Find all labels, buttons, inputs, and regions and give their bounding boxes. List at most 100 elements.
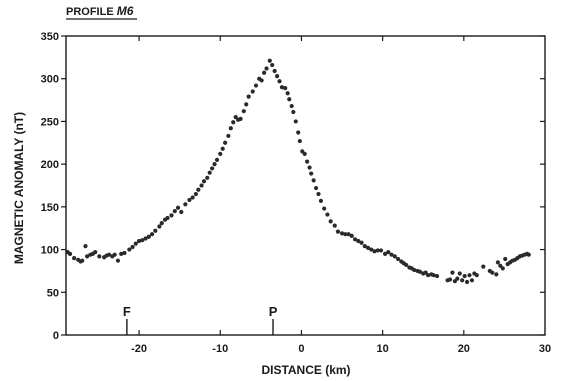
data-point bbox=[175, 205, 181, 210]
data-point bbox=[283, 86, 288, 91]
data-point bbox=[386, 250, 391, 255]
data-point bbox=[349, 233, 354, 239]
data-point bbox=[122, 250, 127, 256]
data-point bbox=[193, 191, 198, 197]
data-point bbox=[190, 195, 195, 200]
data-point bbox=[207, 170, 212, 175]
y-tick-label: 50 bbox=[47, 287, 59, 299]
data-point bbox=[97, 254, 102, 259]
data-point bbox=[210, 166, 215, 171]
data-point bbox=[187, 197, 192, 203]
data-point bbox=[172, 209, 177, 214]
data-point bbox=[467, 273, 472, 278]
data-point bbox=[119, 251, 124, 256]
x-axis-title: DISTANCE (km) bbox=[261, 363, 350, 377]
data-point bbox=[228, 126, 233, 131]
data-point bbox=[302, 151, 307, 156]
data-point bbox=[328, 219, 333, 224]
marker-label: F bbox=[123, 304, 131, 319]
data-point bbox=[474, 273, 479, 278]
data-point bbox=[272, 68, 277, 74]
data-point bbox=[264, 66, 269, 71]
data-point bbox=[460, 278, 465, 283]
data-point bbox=[296, 130, 301, 135]
plot-frame bbox=[65, 35, 546, 336]
data-point bbox=[241, 109, 246, 114]
data-point bbox=[297, 138, 302, 144]
x-tick-label: 10 bbox=[377, 343, 389, 355]
y-tick-label: 200 bbox=[41, 159, 59, 171]
data-point bbox=[112, 252, 117, 257]
data-point bbox=[267, 58, 272, 63]
data-point bbox=[307, 165, 312, 170]
data-point bbox=[146, 234, 151, 239]
data-point bbox=[457, 271, 462, 276]
data-point bbox=[287, 97, 292, 102]
chart-title-prefix: PROFILE bbox=[66, 6, 117, 18]
data-point bbox=[404, 262, 409, 268]
y-tick-label: 150 bbox=[41, 202, 59, 214]
data-point bbox=[244, 102, 249, 107]
data-point bbox=[218, 151, 223, 156]
data-point bbox=[106, 252, 112, 257]
data-point bbox=[223, 140, 228, 145]
data-point bbox=[143, 236, 148, 241]
data-point bbox=[214, 157, 220, 162]
axis-ticks bbox=[61, 35, 545, 336]
data-point bbox=[199, 183, 204, 188]
data-point bbox=[231, 120, 236, 125]
data-point bbox=[93, 250, 98, 255]
data-point bbox=[362, 244, 367, 249]
data-point bbox=[412, 267, 417, 273]
data-point bbox=[313, 185, 319, 191]
data-point bbox=[205, 175, 210, 180]
data-point bbox=[285, 91, 290, 96]
marker-label: P bbox=[269, 304, 278, 319]
y-axis-title: MAGNETIC ANOMALY (nT) bbox=[12, 112, 26, 264]
data-point bbox=[447, 277, 453, 282]
data-point bbox=[226, 133, 231, 139]
data-point bbox=[500, 266, 505, 271]
svg-text:PROFILE M6: PROFILE M6 bbox=[66, 4, 134, 18]
data-point bbox=[115, 258, 121, 263]
x-tick-label: -20 bbox=[131, 343, 147, 355]
data-point bbox=[157, 224, 162, 229]
data-point bbox=[183, 202, 188, 207]
data-point bbox=[339, 231, 345, 236]
data-point bbox=[261, 70, 267, 75]
data-point bbox=[274, 74, 280, 79]
data-point bbox=[469, 278, 475, 283]
data-point bbox=[369, 247, 374, 252]
data-point bbox=[133, 241, 138, 246]
data-point bbox=[382, 251, 388, 256]
data-point bbox=[85, 254, 90, 259]
data-point bbox=[318, 198, 324, 203]
data-point bbox=[279, 85, 285, 90]
data-point bbox=[246, 94, 251, 99]
data-point bbox=[425, 273, 431, 278]
data-point bbox=[289, 103, 294, 109]
data-point bbox=[212, 162, 217, 167]
data-point bbox=[238, 116, 243, 121]
data-point bbox=[130, 244, 135, 250]
chart-title: PROFILE M6 bbox=[66, 4, 137, 20]
data-point bbox=[372, 249, 377, 254]
data-point bbox=[250, 89, 255, 94]
data-point bbox=[365, 245, 371, 250]
y-tick-label: 300 bbox=[41, 74, 59, 86]
data-point bbox=[80, 258, 85, 263]
data-point bbox=[293, 119, 298, 124]
y-tick-label: 0 bbox=[53, 330, 59, 342]
data-point bbox=[450, 270, 455, 275]
data-point bbox=[325, 212, 330, 217]
data-point bbox=[526, 252, 531, 257]
data-point bbox=[153, 228, 158, 233]
data-point bbox=[196, 187, 201, 192]
data-point bbox=[417, 269, 423, 274]
data-point bbox=[464, 279, 470, 285]
x-tick-label: 30 bbox=[539, 343, 551, 355]
chart-title-profile: M6 bbox=[117, 4, 134, 18]
data-point bbox=[378, 248, 384, 253]
